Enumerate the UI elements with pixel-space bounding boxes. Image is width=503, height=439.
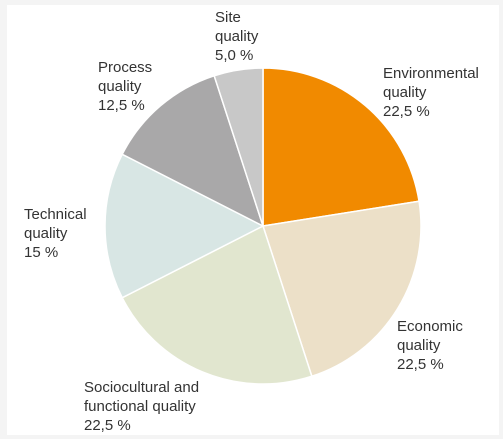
slice-name-line: Site	[215, 9, 241, 26]
slice-name-line: quality	[215, 28, 259, 45]
slice-name-line: quality	[24, 225, 68, 242]
slice-value-label: 15 %	[24, 244, 58, 261]
slice-value-label: 22,5 %	[383, 103, 430, 120]
slice-value-label: 22,5 %	[84, 417, 131, 434]
slice-label-economic-quality: Economic quality 22,5 %	[397, 318, 463, 373]
slice-name-line: functional quality	[84, 398, 196, 415]
slice-value-label: 5,0 %	[215, 47, 253, 64]
slice-label-sociocultural-and-functional-quality: Sociocultural and functional quality 22,5 …	[84, 379, 199, 434]
slice-label-site-quality: Site quality 5,0 %	[215, 9, 259, 64]
slice-name-line: Economic	[397, 318, 463, 335]
slice-name-line: quality	[383, 84, 427, 101]
pie-slice-site-quality	[213, 67, 264, 227]
slice-value-label: 22,5 %	[397, 356, 444, 373]
pie-slice-environmental-quality	[262, 67, 420, 227]
slice-value-label: 12,5 %	[98, 97, 145, 114]
slice-name-line: Sociocultural and	[84, 379, 199, 396]
pie-slice-technical-quality	[104, 153, 265, 299]
slice-label-process-quality: Process quality 12,5 %	[98, 59, 152, 114]
slice-name-line: Environmental	[383, 65, 479, 82]
pie-slice-economic-quality	[262, 200, 422, 378]
slice-name-line: quality	[397, 337, 441, 354]
pie-slice-sociocultural-and-functional-quality	[121, 224, 313, 385]
slice-name-line: Process	[98, 59, 152, 76]
slice-name-line: Technical	[24, 206, 87, 223]
slice-label-environmental-quality: Environmental quality 22,5 %	[383, 65, 479, 120]
slice-label-technical-quality: Technical quality 15 %	[24, 206, 87, 261]
pie-slice-process-quality	[121, 74, 265, 228]
slice-name-line: quality	[98, 78, 142, 95]
